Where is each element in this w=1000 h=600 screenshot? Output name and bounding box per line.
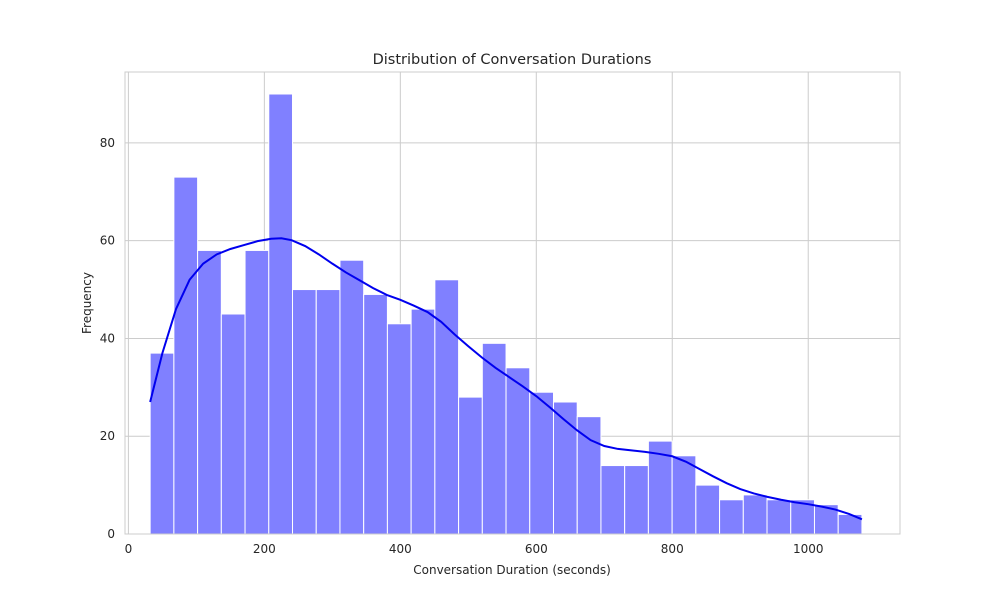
y-tick-labels: 0 20 40 60 80 — [100, 136, 115, 541]
x-tick-labels: 0 200 400 600 800 1000 — [125, 542, 824, 556]
histogram-bar — [671, 455, 697, 535]
histogram-bars — [149, 93, 863, 535]
histogram-bar — [505, 367, 531, 535]
histogram-bar — [315, 289, 341, 535]
x-tick-label: 400 — [389, 542, 412, 556]
x-axis-label: Conversation Duration (seconds) — [413, 563, 611, 577]
histogram-bar — [292, 289, 317, 535]
y-tick-label: 60 — [100, 234, 115, 248]
histogram-bar — [410, 308, 436, 535]
y-axis-label: Frequency — [80, 272, 94, 334]
histogram-bar — [576, 416, 602, 535]
histogram-bar — [458, 396, 483, 535]
histogram-bar — [386, 323, 412, 535]
y-tick-label: 20 — [100, 429, 115, 443]
y-tick-label: 0 — [107, 527, 115, 541]
histogram-bar — [719, 499, 744, 535]
histogram-bar — [766, 499, 792, 535]
y-tick-label: 80 — [100, 136, 115, 150]
histogram-bar — [197, 249, 222, 535]
histogram-bar — [149, 352, 175, 535]
x-tick-label: 1000 — [793, 542, 824, 556]
histogram-bar — [600, 465, 626, 535]
histogram-bar — [363, 293, 388, 535]
histogram-bar — [339, 259, 365, 535]
histogram-bar — [434, 279, 460, 535]
y-tick-label: 40 — [100, 331, 115, 345]
x-tick-label: 0 — [125, 542, 133, 556]
histogram-bar — [268, 93, 294, 535]
kde-curve — [149, 237, 863, 521]
histogram-bar — [173, 176, 199, 535]
x-tick-label: 200 — [253, 542, 276, 556]
histogram-bar — [529, 391, 554, 535]
histogram-bar — [220, 313, 246, 535]
x-tick-label: 800 — [661, 542, 684, 556]
histogram-bar — [695, 484, 721, 535]
x-tick-label: 600 — [525, 542, 548, 556]
histogram-bar — [244, 249, 270, 535]
plot-frame — [124, 71, 901, 535]
histogram-bar — [624, 465, 649, 535]
histogram-bar — [742, 494, 768, 535]
chart-title: Distribution of Conversation Durations — [373, 52, 652, 68]
